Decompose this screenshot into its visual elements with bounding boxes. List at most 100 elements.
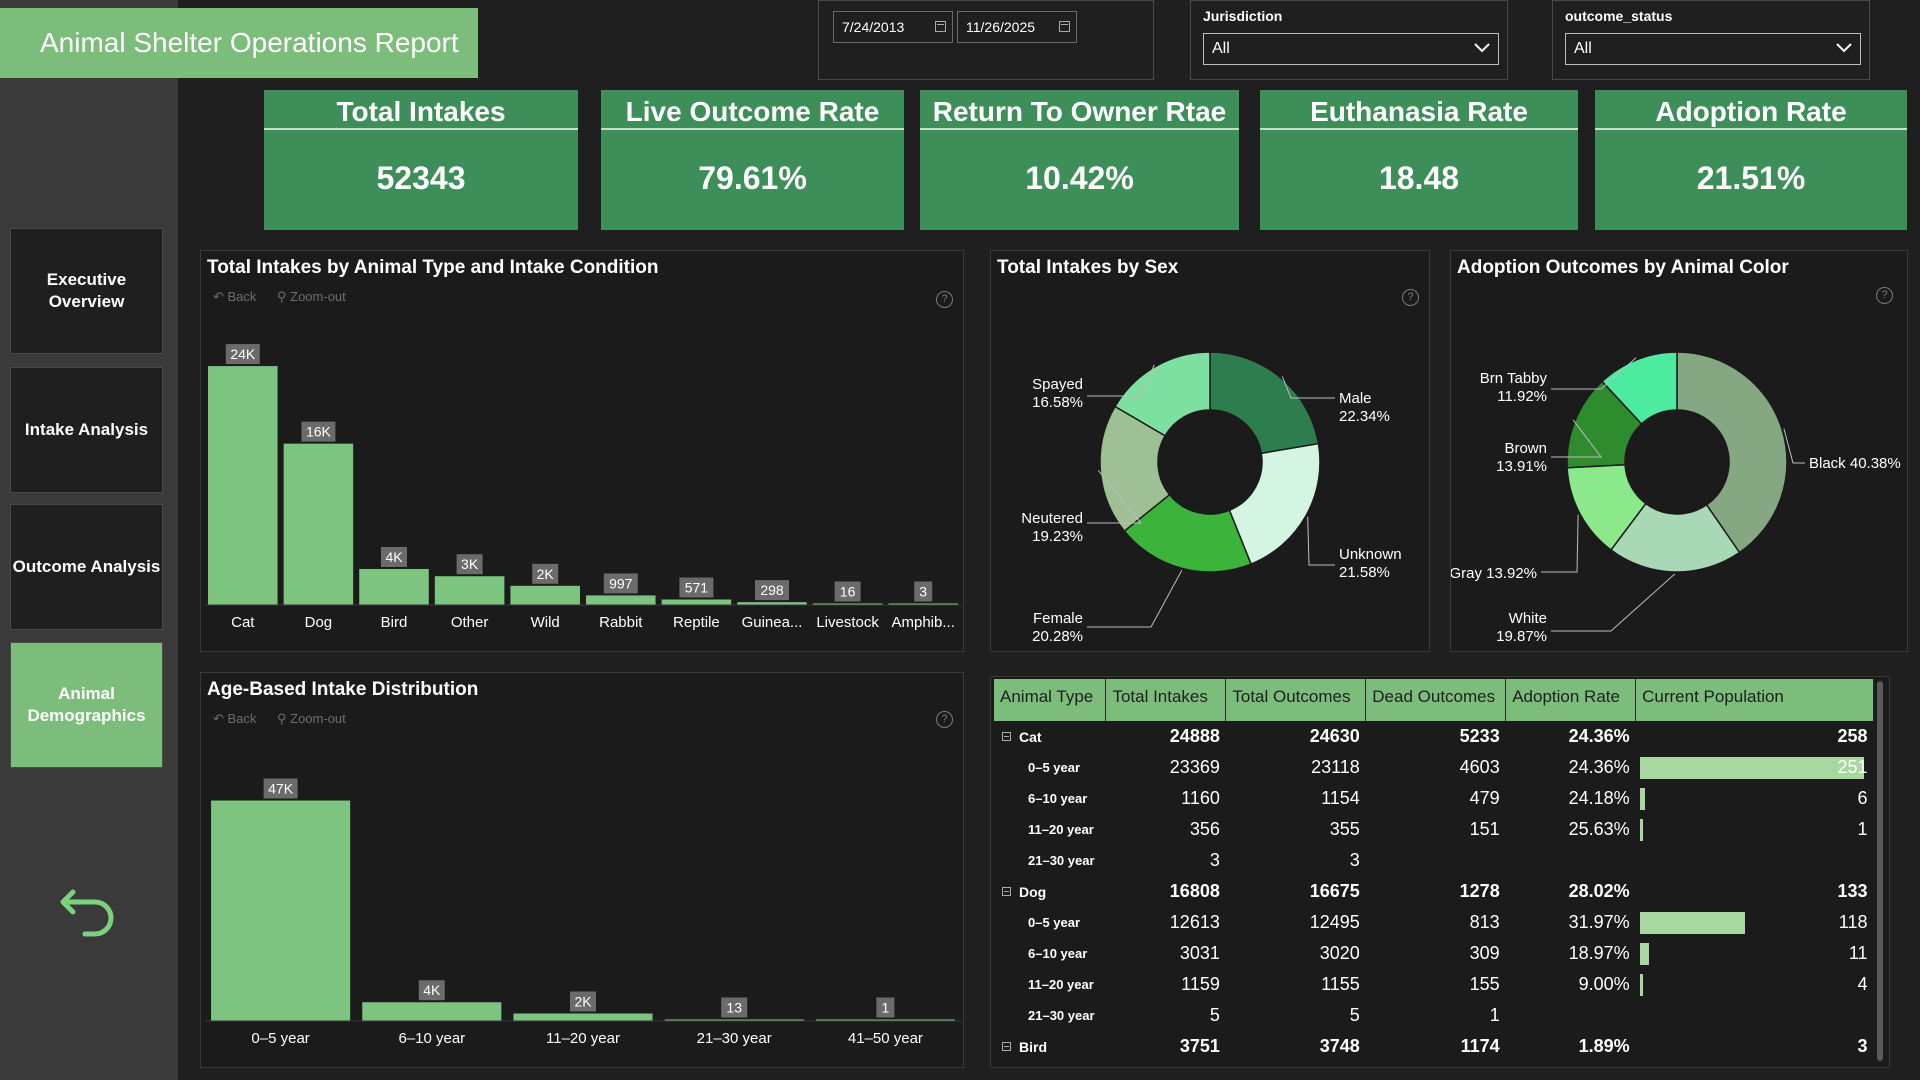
row-label-text: Bird [1019, 1038, 1047, 1055]
population-value: 118 [1838, 912, 1868, 932]
data-label: 2K [574, 993, 592, 1009]
row-label: 11–20 year [994, 969, 1106, 1000]
bar[interactable] [359, 568, 429, 605]
donut-slice[interactable] [1099, 405, 1171, 533]
table-row: 11–20 year 356 355 151 25.63% 1 [994, 814, 1874, 845]
collapse-icon[interactable] [1002, 886, 1011, 896]
donut-slice[interactable] [1601, 351, 1678, 425]
start-date-input[interactable]: 7/24/2013 [833, 11, 953, 43]
column-header[interactable]: Total Outcomes [1225, 679, 1367, 721]
leader-line [1551, 573, 1676, 632]
donut-slice[interactable] [1209, 351, 1320, 455]
donut-slice[interactable] [1114, 351, 1211, 437]
intakes-by-type-panel: Total Intakes by Animal Type and Intake … [200, 250, 964, 652]
nav-intake-analysis[interactable]: Intake Analysis [10, 367, 163, 493]
column-header[interactable]: Current Population [1635, 679, 1874, 721]
kpi-title: Return To Owner Rtae [920, 94, 1239, 130]
cell-intakes: 12613 [1169, 912, 1220, 932]
category-label: Other [451, 614, 489, 631]
row-label[interactable]: Bird [994, 1031, 1106, 1062]
bar[interactable] [586, 595, 656, 605]
bar[interactable] [812, 603, 883, 606]
column-header[interactable]: Dead Outcomes [1365, 679, 1507, 721]
table-header-row: Animal Type Total Intakes Total Outcomes De… [994, 679, 1874, 721]
data-label-bg [381, 546, 407, 567]
cell-rate [1506, 1000, 1636, 1031]
population-value: 4 [1857, 974, 1868, 994]
category-label: Guinea... [742, 614, 803, 631]
kpi-adoption-rate: Adoption Rate 21.51% [1595, 90, 1907, 230]
bar[interactable] [434, 576, 505, 605]
chart-title: Age-Based Intake Distribution [207, 679, 479, 700]
nav-executive-overview[interactable]: Executive Overview [10, 228, 163, 354]
cell-intakes: 24888 [1169, 726, 1220, 746]
slice-label: Unknown [1339, 546, 1402, 563]
nav-animal-demographics[interactable]: Animal Demographics [10, 642, 163, 768]
nav-outcome-analysis[interactable]: Outcome Analysis [10, 504, 163, 630]
kpi-euthanasia-rate: Euthanasia Rate 18.48 [1260, 90, 1578, 230]
cell-current-population: 133 [1636, 876, 1874, 907]
bar[interactable] [513, 1013, 653, 1021]
calendar-icon[interactable] [1059, 21, 1070, 32]
bar[interactable] [510, 585, 580, 605]
cell-current-population: 6 [1636, 783, 1874, 814]
table-row: 0–5 year 12613 12495 813 31.97% 118 [994, 907, 1874, 938]
collapse-icon[interactable] [1002, 731, 1011, 741]
back-arrow-icon[interactable] [55, 870, 125, 940]
column-header[interactable]: Animal Type [994, 679, 1107, 721]
bar[interactable] [888, 603, 958, 606]
row-label[interactable]: Dog [994, 876, 1106, 907]
population-value: 258 [1837, 726, 1868, 746]
column-header[interactable]: Total Intakes [1105, 679, 1227, 721]
cell-intakes: 5 [1209, 1005, 1220, 1025]
collapse-icon[interactable] [1002, 1041, 1011, 1051]
bar[interactable] [211, 800, 351, 1021]
row-label-text: 6–10 year [1028, 946, 1088, 961]
column-header[interactable]: Adoption Rate [1505, 679, 1637, 721]
kpi-total-intakes: Total Intakes 52343 [264, 90, 578, 230]
help-icon[interactable]: ? [1876, 287, 1893, 304]
back-control[interactable]: ↶ Back [213, 711, 257, 726]
donut-slice[interactable] [1228, 442, 1321, 566]
calendar-icon[interactable] [935, 21, 946, 32]
bar[interactable] [664, 1019, 804, 1022]
bar[interactable] [815, 1019, 955, 1022]
data-label-bg [263, 778, 298, 799]
outcome-status-dropdown[interactable]: All [1565, 33, 1861, 65]
population-databar [1639, 757, 1864, 779]
row-label[interactable]: Cat [994, 721, 1106, 752]
kpi-value: 18.48 [1378, 160, 1460, 196]
donut-slice[interactable] [1609, 502, 1741, 573]
cell-rate: 31.97% [1568, 912, 1630, 932]
back-control[interactable]: ↶ Back [213, 289, 257, 304]
chevron-down-icon [1836, 43, 1852, 53]
row-label: 11–20 year [994, 814, 1106, 845]
table-scrollbar[interactable] [1877, 681, 1883, 1061]
bar[interactable] [283, 443, 354, 605]
end-date-input[interactable]: 11/26/2025 [957, 11, 1077, 43]
data-label: 298 [760, 582, 784, 598]
help-icon[interactable]: ? [936, 291, 953, 308]
bar[interactable] [208, 366, 278, 605]
data-label-bg [570, 991, 596, 1012]
jurisdiction-dropdown[interactable]: All [1203, 33, 1499, 65]
bar[interactable] [661, 599, 732, 605]
help-icon[interactable]: ? [936, 711, 953, 728]
zoom-out-control[interactable]: ⚲ Zoom-out [277, 289, 346, 304]
category-label: 41–50 year [848, 1030, 923, 1047]
category-label: Livestock [816, 614, 879, 631]
help-icon[interactable]: ? [1402, 289, 1419, 306]
kpi-value: 79.61% [698, 160, 807, 196]
bar[interactable] [737, 602, 807, 605]
donut-slice[interactable] [1123, 493, 1253, 573]
bar[interactable] [362, 1002, 502, 1021]
age-distribution-bar-chart: 47K 0–5 year 4K 6–10 year 2K 11–20 year 13 21–3… [205, 778, 961, 1047]
donut-slice[interactable] [1676, 351, 1788, 554]
cell-current-population: 4 [1636, 969, 1874, 1000]
population-databar [1639, 943, 1650, 965]
zoom-out-control[interactable]: ⚲ Zoom-out [277, 711, 346, 726]
data-label-bg [301, 421, 336, 442]
slice-label: Female [1033, 610, 1083, 627]
data-label: 3 [919, 584, 927, 600]
